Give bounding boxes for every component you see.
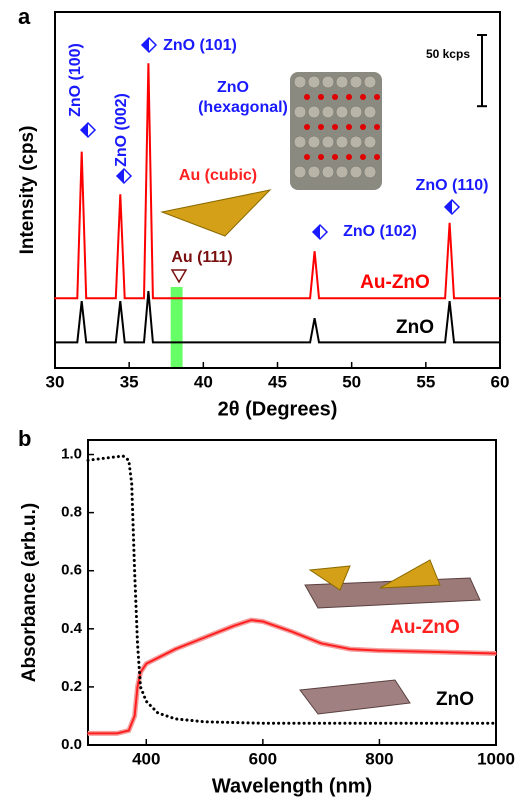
- x-tick-label: 1000: [477, 749, 515, 768]
- series-label: ZnO: [436, 689, 474, 710]
- x-tick-label: 40: [194, 372, 213, 391]
- zno-nanostructure-inset: [300, 680, 410, 714]
- zno-crystal-inset: [290, 72, 382, 190]
- panel-label: b: [18, 426, 31, 451]
- series-label: ZnO: [396, 317, 434, 338]
- x-tick-label: 800: [365, 749, 393, 768]
- y-tick-label: 0.0: [61, 736, 82, 753]
- x-tick-label: 35: [120, 372, 139, 391]
- y-tick-label: 0.8: [61, 504, 82, 521]
- au-zno-nanostructure-inset: [305, 560, 480, 608]
- annotation: ZnO: [217, 79, 249, 96]
- annotation: Au (111): [171, 249, 232, 266]
- x-tick-label: 600: [249, 749, 277, 768]
- scale-bar-label: 50 kcps: [426, 47, 470, 61]
- annotation: ZnO (101): [163, 37, 237, 54]
- panel-label: a: [18, 4, 31, 29]
- x-axis-label: Wavelength (nm): [212, 775, 372, 797]
- au-peak-marker: [172, 270, 186, 282]
- annotation: Au (cubic): [179, 167, 257, 184]
- annotation: ZnO (102): [343, 223, 417, 240]
- y-axis-label: Absorbance (arb.u.): [19, 503, 40, 682]
- peak-marker-fill: [445, 200, 452, 214]
- y-axis-label: Intensity (cps): [17, 126, 38, 255]
- figure: a 30 35 40 45 50 55 60 2θ (Degrees) Intensity (cp…: [0, 0, 520, 798]
- peak-marker-fill: [313, 225, 320, 239]
- y-tick-label: 1.0: [61, 445, 82, 462]
- y-tick-label: 0.2: [61, 678, 82, 695]
- series-label: Au-ZnO: [360, 272, 430, 293]
- peak-marker-fill: [117, 169, 124, 183]
- annotation: ZnO (002): [113, 93, 130, 167]
- y-tick-label: 0.6: [61, 562, 82, 579]
- page: {"chart_data": [ {"type": "line", "panel…: [0, 0, 520, 798]
- y-tick-label: 0.4: [61, 620, 83, 637]
- peak-marker-fill: [81, 123, 88, 137]
- annotation: ZnO (100): [67, 43, 84, 117]
- x-tick-label: 30: [46, 372, 65, 391]
- series-label: Au-ZnO: [390, 617, 460, 638]
- x-tick-label: 55: [416, 372, 435, 391]
- au-crystal-inset: [162, 190, 270, 236]
- x-tick-label: 400: [132, 749, 160, 768]
- x-axis-label: 2θ (Degrees): [218, 398, 338, 420]
- annotation: (hexagonal): [198, 99, 288, 116]
- x-tick-label: 60: [491, 372, 510, 391]
- annotation: ZnO (110): [416, 177, 489, 194]
- x-tick-label: 45: [268, 372, 287, 391]
- x-tick-label: 50: [342, 372, 361, 391]
- peak-marker-fill: [142, 38, 149, 52]
